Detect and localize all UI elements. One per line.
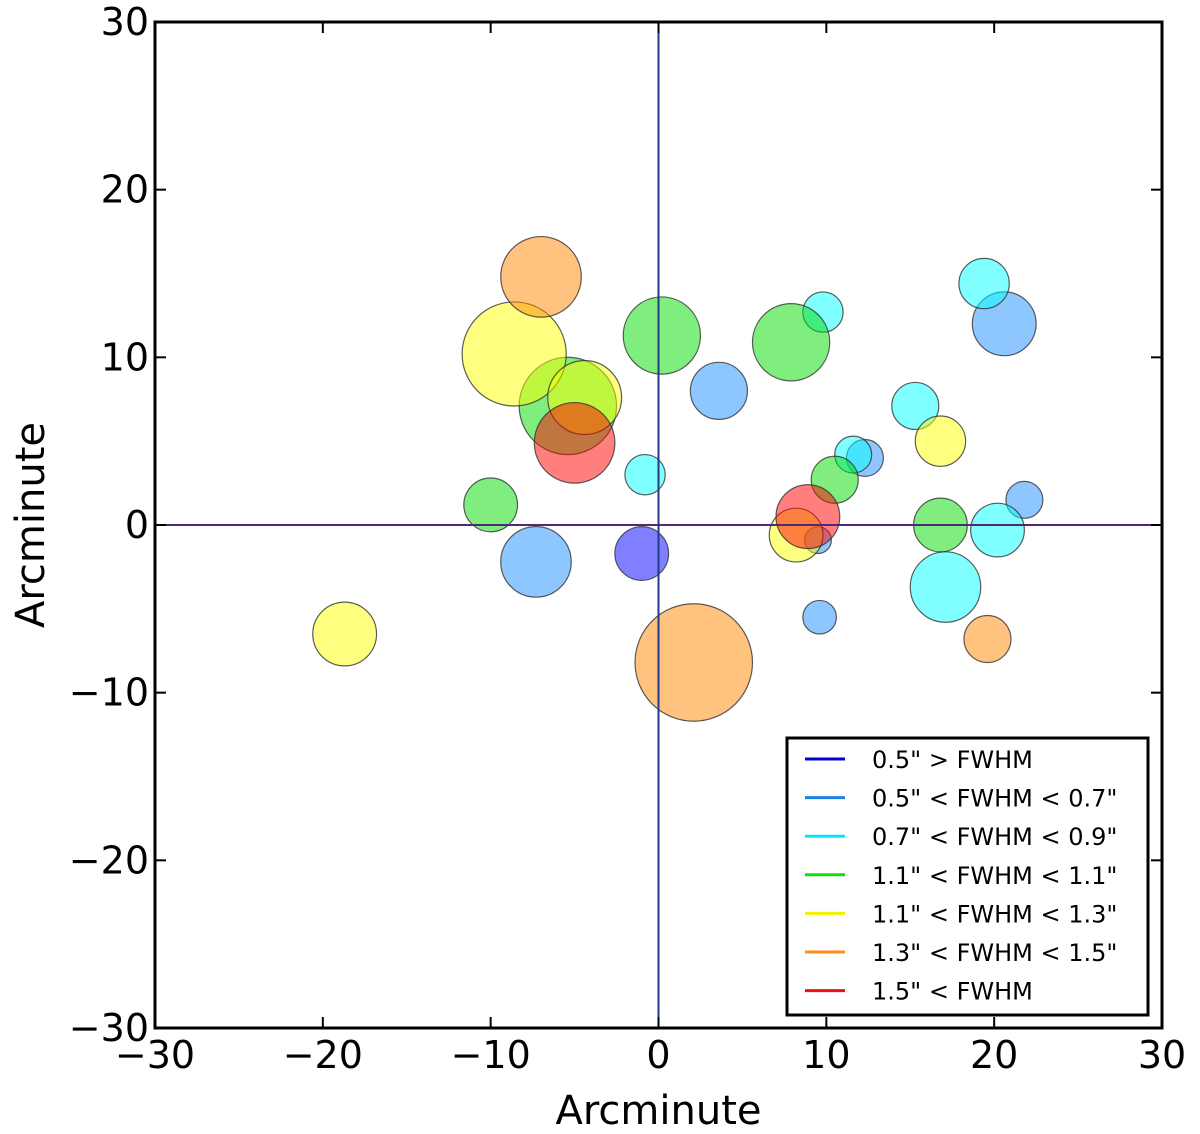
data-point-series-1-0: [689, 361, 749, 420]
tick-layer: −30 −20 −10 0 10 20 30 −30 −20 −10 0 10 20 30: [69, 0, 1186, 1077]
data-point-series-6-0: [533, 401, 616, 484]
reference-lines: [155, 22, 1162, 1028]
bubble-layer: [312, 235, 1044, 722]
x-tick-label: 20: [970, 1033, 1018, 1077]
legend-label: 1.1" < FWHM < 1.3": [872, 900, 1117, 928]
data-point-series-1-6: [802, 599, 838, 635]
legend-label: 0.5" < FWHM < 0.7": [872, 785, 1117, 813]
data-point-series-5-0: [500, 235, 582, 318]
data-point-series-4-2: [914, 415, 967, 467]
y-tick-label: 30: [101, 0, 149, 44]
data-point-series-3-3: [463, 477, 519, 533]
data-point-series-5-1: [634, 603, 754, 722]
y-tick-label: 0: [125, 503, 149, 547]
x-tick-label: 30: [1138, 1033, 1186, 1077]
data-point-series-2-4: [624, 453, 666, 496]
x-axis-label: Arcminute: [556, 1088, 762, 1134]
y-tick-label: −30: [69, 1006, 149, 1050]
x-tick-label: 0: [646, 1033, 670, 1077]
data-point-series-3-0: [622, 296, 702, 375]
legend-label: 1.5" < FWHM: [872, 978, 1033, 1006]
y-tick-label: 20: [101, 168, 149, 212]
y-tick-label: 10: [101, 335, 149, 379]
data-point-series-5-2: [963, 614, 1012, 664]
y-tick-label: −20: [69, 838, 149, 882]
x-tick-label: −10: [451, 1033, 531, 1077]
legend-label: 0.7" < FWHM < 0.9": [872, 823, 1117, 851]
legend: 0.5" > FWHM 0.5" < FWHM < 0.7" 0.7" < FWHM…: [785, 736, 1150, 1017]
legend-label: 0.5" > FWHM: [872, 746, 1033, 774]
data-point-series-3-1: [751, 303, 831, 382]
data-point-series-6-1: [775, 484, 841, 550]
x-tick-label: −20: [283, 1033, 363, 1077]
data-point-series-2-5: [970, 502, 1025, 558]
x-tick-label: −30: [115, 1033, 195, 1077]
legend-label: 1.1" < FWHM < 1.1": [872, 862, 1117, 890]
y-axis-label: Arcminute: [8, 422, 54, 628]
data-point-series-0-0: [614, 526, 670, 581]
data-point-series-2-6: [909, 551, 982, 623]
y-tick-label: −10: [69, 671, 149, 715]
legend-label: 1.3" < FWHM < 1.5": [872, 939, 1117, 967]
data-point-series-1-2: [500, 526, 572, 598]
data-point-series-2-0: [958, 257, 1010, 310]
data-point-series-4-4: [312, 601, 378, 667]
data-point-series-2-2: [891, 381, 940, 431]
x-tick-label: 10: [802, 1033, 850, 1077]
legend-box: [785, 736, 1150, 1017]
